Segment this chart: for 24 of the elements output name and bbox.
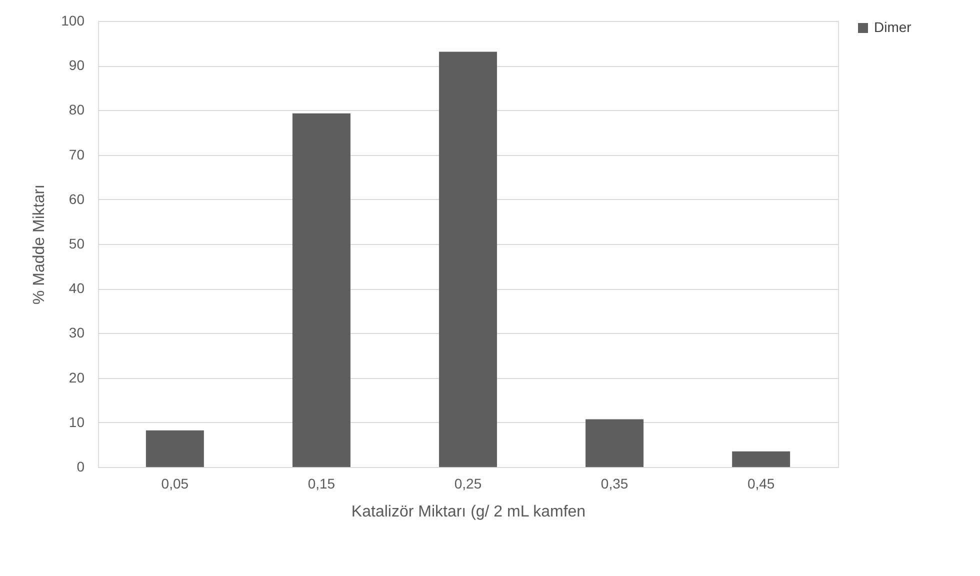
bar xyxy=(146,430,204,467)
y-tick-label: 50 xyxy=(68,236,85,252)
x-tick-label: 0,35 xyxy=(600,476,628,492)
y-tick-label: 100 xyxy=(61,12,85,28)
legend-label: Dimer xyxy=(874,19,912,35)
y-tick-label: 90 xyxy=(68,57,85,74)
y-tick-label: 80 xyxy=(68,102,85,118)
y-tick-label: 20 xyxy=(68,369,85,386)
y-axis-title: % Madde Miktarı xyxy=(31,184,48,305)
y-tick-label: 60 xyxy=(68,190,85,207)
x-tick-label: 0,25 xyxy=(454,476,482,492)
bar xyxy=(732,451,790,467)
bar xyxy=(292,113,350,467)
y-tick-label: 30 xyxy=(68,324,85,341)
x-tick-label: 0,45 xyxy=(747,476,775,492)
bar xyxy=(439,52,497,467)
x-tick-label: 0,05 xyxy=(161,476,189,492)
y-tick-label: 70 xyxy=(68,146,85,162)
y-tick-label: 10 xyxy=(68,414,85,430)
bar xyxy=(586,419,644,467)
y-tick-label: 0 xyxy=(76,458,85,474)
x-axis-title: Katalizör Miktarı (g/ 2 mL kamfen xyxy=(351,504,586,520)
y-tick-label: 40 xyxy=(68,280,85,296)
x-tick-label: 0,15 xyxy=(308,476,336,492)
